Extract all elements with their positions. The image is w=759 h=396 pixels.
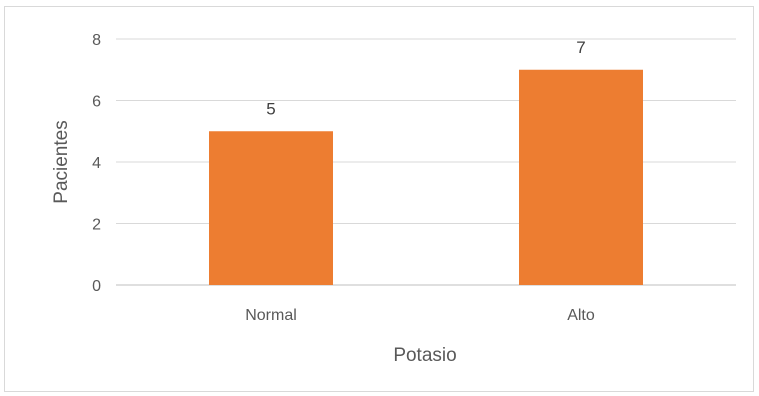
y-axis-tick-labels: 0 2 4 6 8 [92, 32, 101, 295]
data-labels: 57 [266, 38, 585, 119]
y-tick-label: 0 [92, 278, 101, 295]
data-label-normal: 5 [266, 99, 275, 118]
y-axis-title: Pacientes [51, 120, 72, 203]
y-tick-label: 2 [92, 217, 101, 234]
x-tick-label-normal: Normal [245, 307, 297, 324]
bars [209, 69, 643, 285]
y-tick-label: 8 [92, 32, 101, 49]
bar-alto [519, 69, 643, 285]
y-tick-label: 6 [92, 94, 101, 111]
y-tick-label: 4 [92, 155, 101, 172]
bar-normal [209, 131, 333, 285]
x-axis-tick-labels: Normal Alto [245, 307, 595, 324]
data-label-alto: 7 [576, 38, 585, 57]
x-axis-title: Potasio [393, 345, 456, 366]
x-tick-label-alto: Alto [567, 307, 595, 324]
